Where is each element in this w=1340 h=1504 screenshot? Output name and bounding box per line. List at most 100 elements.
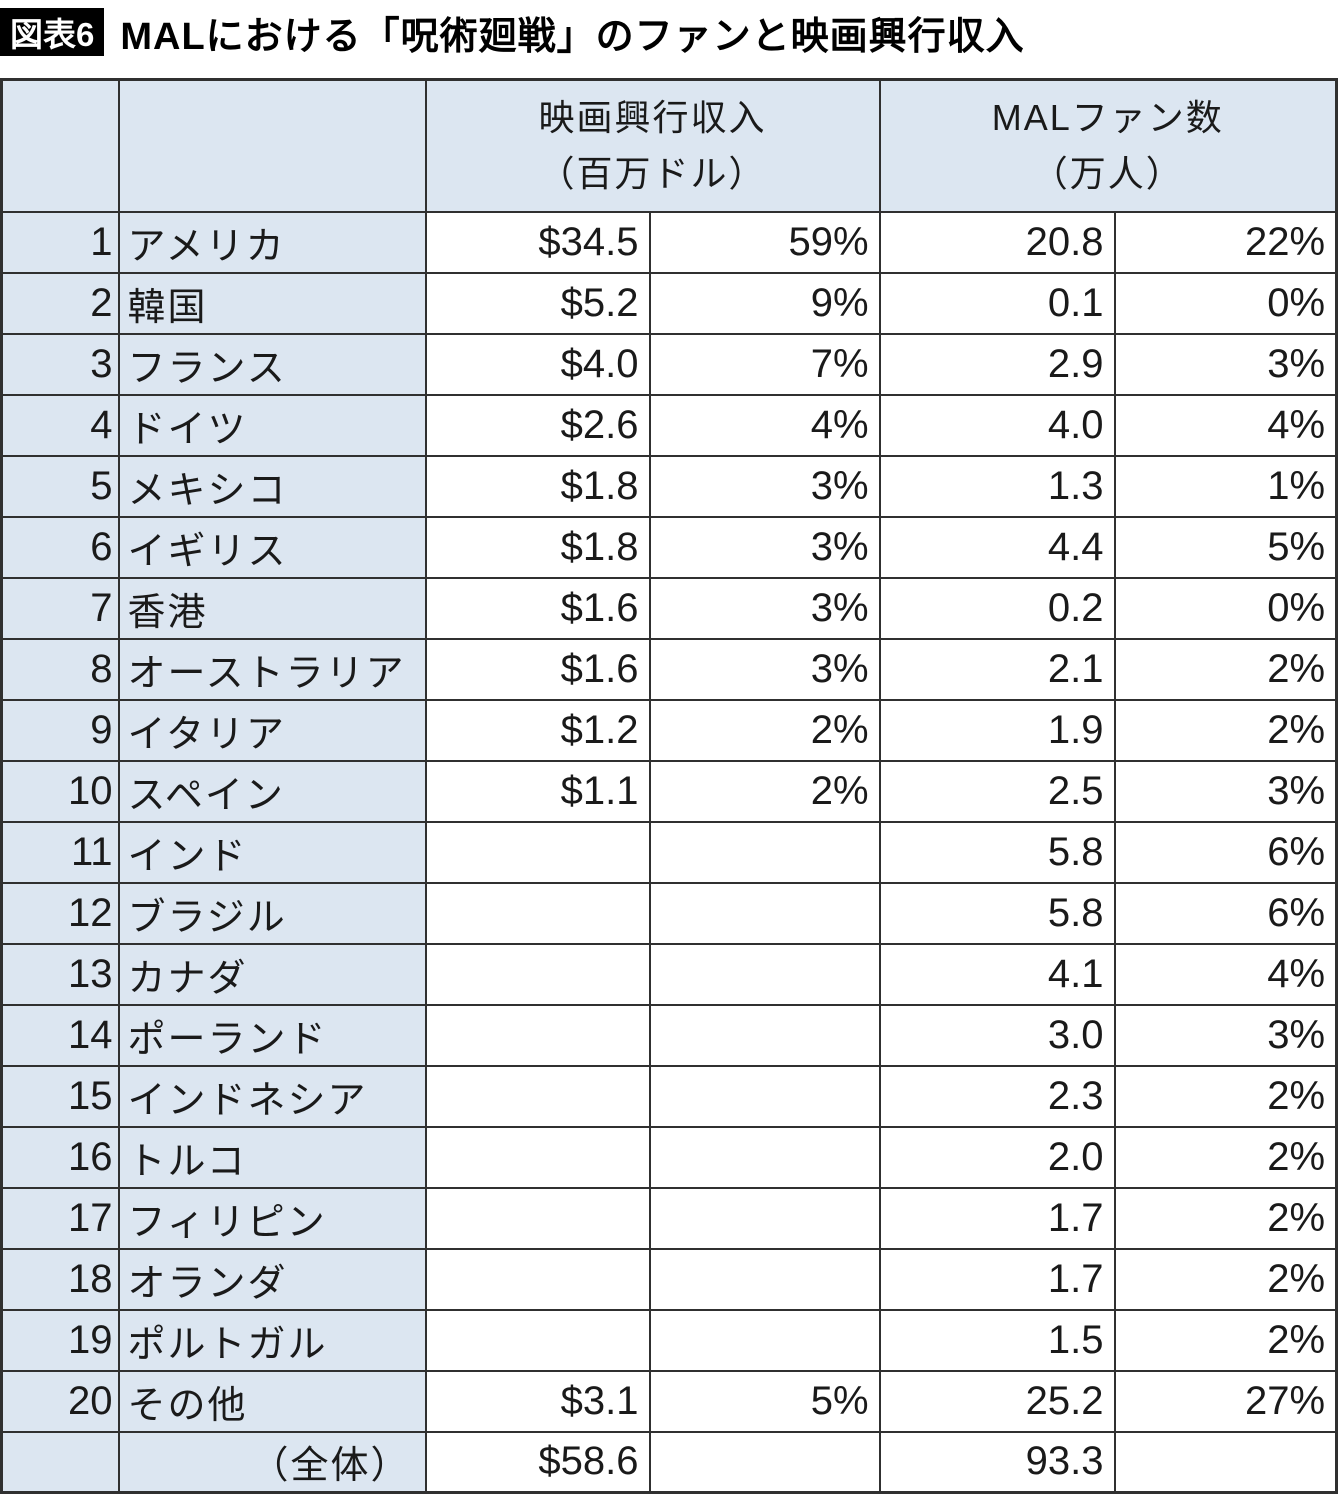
revenue-cell: $1.6: [424, 637, 651, 701]
fans-cell: 4.0: [878, 393, 1116, 457]
country-cell: 韓国: [117, 271, 427, 335]
rank-cell: 8: [0, 637, 120, 701]
rank-cell: 6: [0, 515, 120, 579]
revenue-header-line2: （百万ドル）: [538, 152, 767, 194]
revenue-cell: [424, 1064, 651, 1128]
country-cell: カナダ: [117, 942, 427, 1006]
fans-cell: 0.1: [878, 271, 1116, 335]
country-cell: ドイツ: [117, 393, 427, 457]
country-cell: ブラジル: [117, 881, 427, 945]
fans-pct-cell: 1%: [1113, 454, 1338, 518]
revenue-pct-cell: 3%: [648, 576, 881, 640]
fans-cell: 2.3: [878, 1064, 1116, 1128]
fans-cell: 2.1: [878, 637, 1116, 701]
country-cell: オーストラリア: [117, 637, 427, 701]
revenue-pct-cell: 3%: [648, 515, 881, 579]
revenue-cell: $3.1: [424, 1369, 651, 1433]
country-cell: アメリカ: [117, 210, 427, 274]
revenue-pct-cell: [648, 1308, 881, 1372]
revenue-pct-cell: 4%: [648, 393, 881, 457]
fans-cell: 3.0: [878, 1003, 1116, 1067]
country-cell: フランス: [117, 332, 427, 396]
revenue-cell: [424, 1003, 651, 1067]
table-row: 8 オーストラリア $1.6 3% 2.1 2%: [0, 637, 1338, 701]
revenue-cell: $58.6: [424, 1430, 651, 1494]
fans-cell: 1.3: [878, 454, 1116, 518]
revenue-cell: [424, 1308, 651, 1372]
fans-cell: 1.7: [878, 1247, 1116, 1311]
fans-pct-cell: 2%: [1113, 1308, 1338, 1372]
fans-pct-cell: 5%: [1113, 515, 1338, 579]
table-row: 12 ブラジル 5.8 6%: [0, 881, 1338, 945]
revenue-cell: [424, 942, 651, 1006]
country-cell: インドネシア: [117, 1064, 427, 1128]
revenue-pct-cell: 3%: [648, 454, 881, 518]
table-row: 1 アメリカ $34.5 59% 20.8 22%: [0, 210, 1338, 274]
rank-cell: 10: [0, 759, 120, 823]
revenue-pct-cell: [648, 1003, 881, 1067]
country-cell: インド: [117, 820, 427, 884]
revenue-header-line1: 映画興行収入: [538, 96, 767, 138]
country-cell: イタリア: [117, 698, 427, 762]
fans-pct-cell: 2%: [1113, 1125, 1338, 1189]
fans-pct-cell: 2%: [1113, 1186, 1338, 1250]
country-cell: イギリス: [117, 515, 427, 579]
fans-cell: 1.9: [878, 698, 1116, 762]
revenue-pct-cell: [648, 1247, 881, 1311]
fans-pct-cell: 4%: [1113, 942, 1338, 1006]
revenue-header-cell: 映画興行収入 （百万ドル）: [424, 78, 881, 213]
country-cell: ポーランド: [117, 1003, 427, 1067]
fans-cell: 1.5: [878, 1308, 1116, 1372]
revenue-cell: $5.2: [424, 271, 651, 335]
rank-cell: 2: [0, 271, 120, 335]
total-label-cell: （全体）: [117, 1430, 427, 1494]
rank-cell: 15: [0, 1064, 120, 1128]
table-row: 18 オランダ 1.7 2%: [0, 1247, 1338, 1311]
rank-cell: 5: [0, 454, 120, 518]
revenue-pct-cell: 9%: [648, 271, 881, 335]
revenue-cell: [424, 1247, 651, 1311]
revenue-pct-cell: 2%: [648, 759, 881, 823]
country-cell: その他: [117, 1369, 427, 1433]
rank-header-cell: [0, 78, 120, 213]
fans-pct-cell: 3%: [1113, 759, 1338, 823]
table-row: 10 スペイン $1.1 2% 2.5 3%: [0, 759, 1338, 823]
revenue-pct-cell: 5%: [648, 1369, 881, 1433]
fans-pct-cell: 4%: [1113, 393, 1338, 457]
revenue-cell: $1.2: [424, 698, 651, 762]
table-row: 14 ポーランド 3.0 3%: [0, 1003, 1338, 1067]
figure-title: MALにおける「呪術廻戦」のファンと映画興行収入: [120, 15, 1025, 58]
rank-cell: 17: [0, 1186, 120, 1250]
table-row: 20 その他 $3.1 5% 25.2 27%: [0, 1369, 1338, 1433]
fans-pct-cell: 2%: [1113, 1064, 1338, 1128]
fans-header-cell: MALファン数 （万人）: [878, 78, 1338, 213]
rank-cell: 4: [0, 393, 120, 457]
fans-cell: 5.8: [878, 881, 1116, 945]
revenue-pct-cell: 2%: [648, 698, 881, 762]
fans-cell: 5.8: [878, 820, 1116, 884]
revenue-pct-cell: [648, 1125, 881, 1189]
rank-cell: 14: [0, 1003, 120, 1067]
country-cell: オランダ: [117, 1247, 427, 1311]
revenue-cell: $1.8: [424, 454, 651, 518]
rank-cell: 19: [0, 1308, 120, 1372]
fans-pct-cell: 3%: [1113, 1003, 1338, 1067]
country-header-cell: [117, 78, 427, 213]
fans-pct-cell: 0%: [1113, 576, 1338, 640]
fans-cell: 20.8: [878, 210, 1116, 274]
revenue-pct-cell: 3%: [648, 637, 881, 701]
revenue-cell: $1.1: [424, 759, 651, 823]
fans-pct-cell: 2%: [1113, 1247, 1338, 1311]
rank-cell: 11: [0, 820, 120, 884]
fans-pct-cell: 6%: [1113, 820, 1338, 884]
fans-cell: 0.2: [878, 576, 1116, 640]
table-body: 1 アメリカ $34.5 59% 20.8 22% 2 韓国 $5.2 9% 0.1 0% 3 フランス $…: [0, 210, 1338, 1494]
country-cell: スペイン: [117, 759, 427, 823]
revenue-pct-cell: [648, 881, 881, 945]
table-row: 4 ドイツ $2.6 4% 4.0 4%: [0, 393, 1338, 457]
revenue-cell: [424, 881, 651, 945]
country-cell: トルコ: [117, 1125, 427, 1189]
fans-pct-cell: 2%: [1113, 698, 1338, 762]
rank-cell: 16: [0, 1125, 120, 1189]
